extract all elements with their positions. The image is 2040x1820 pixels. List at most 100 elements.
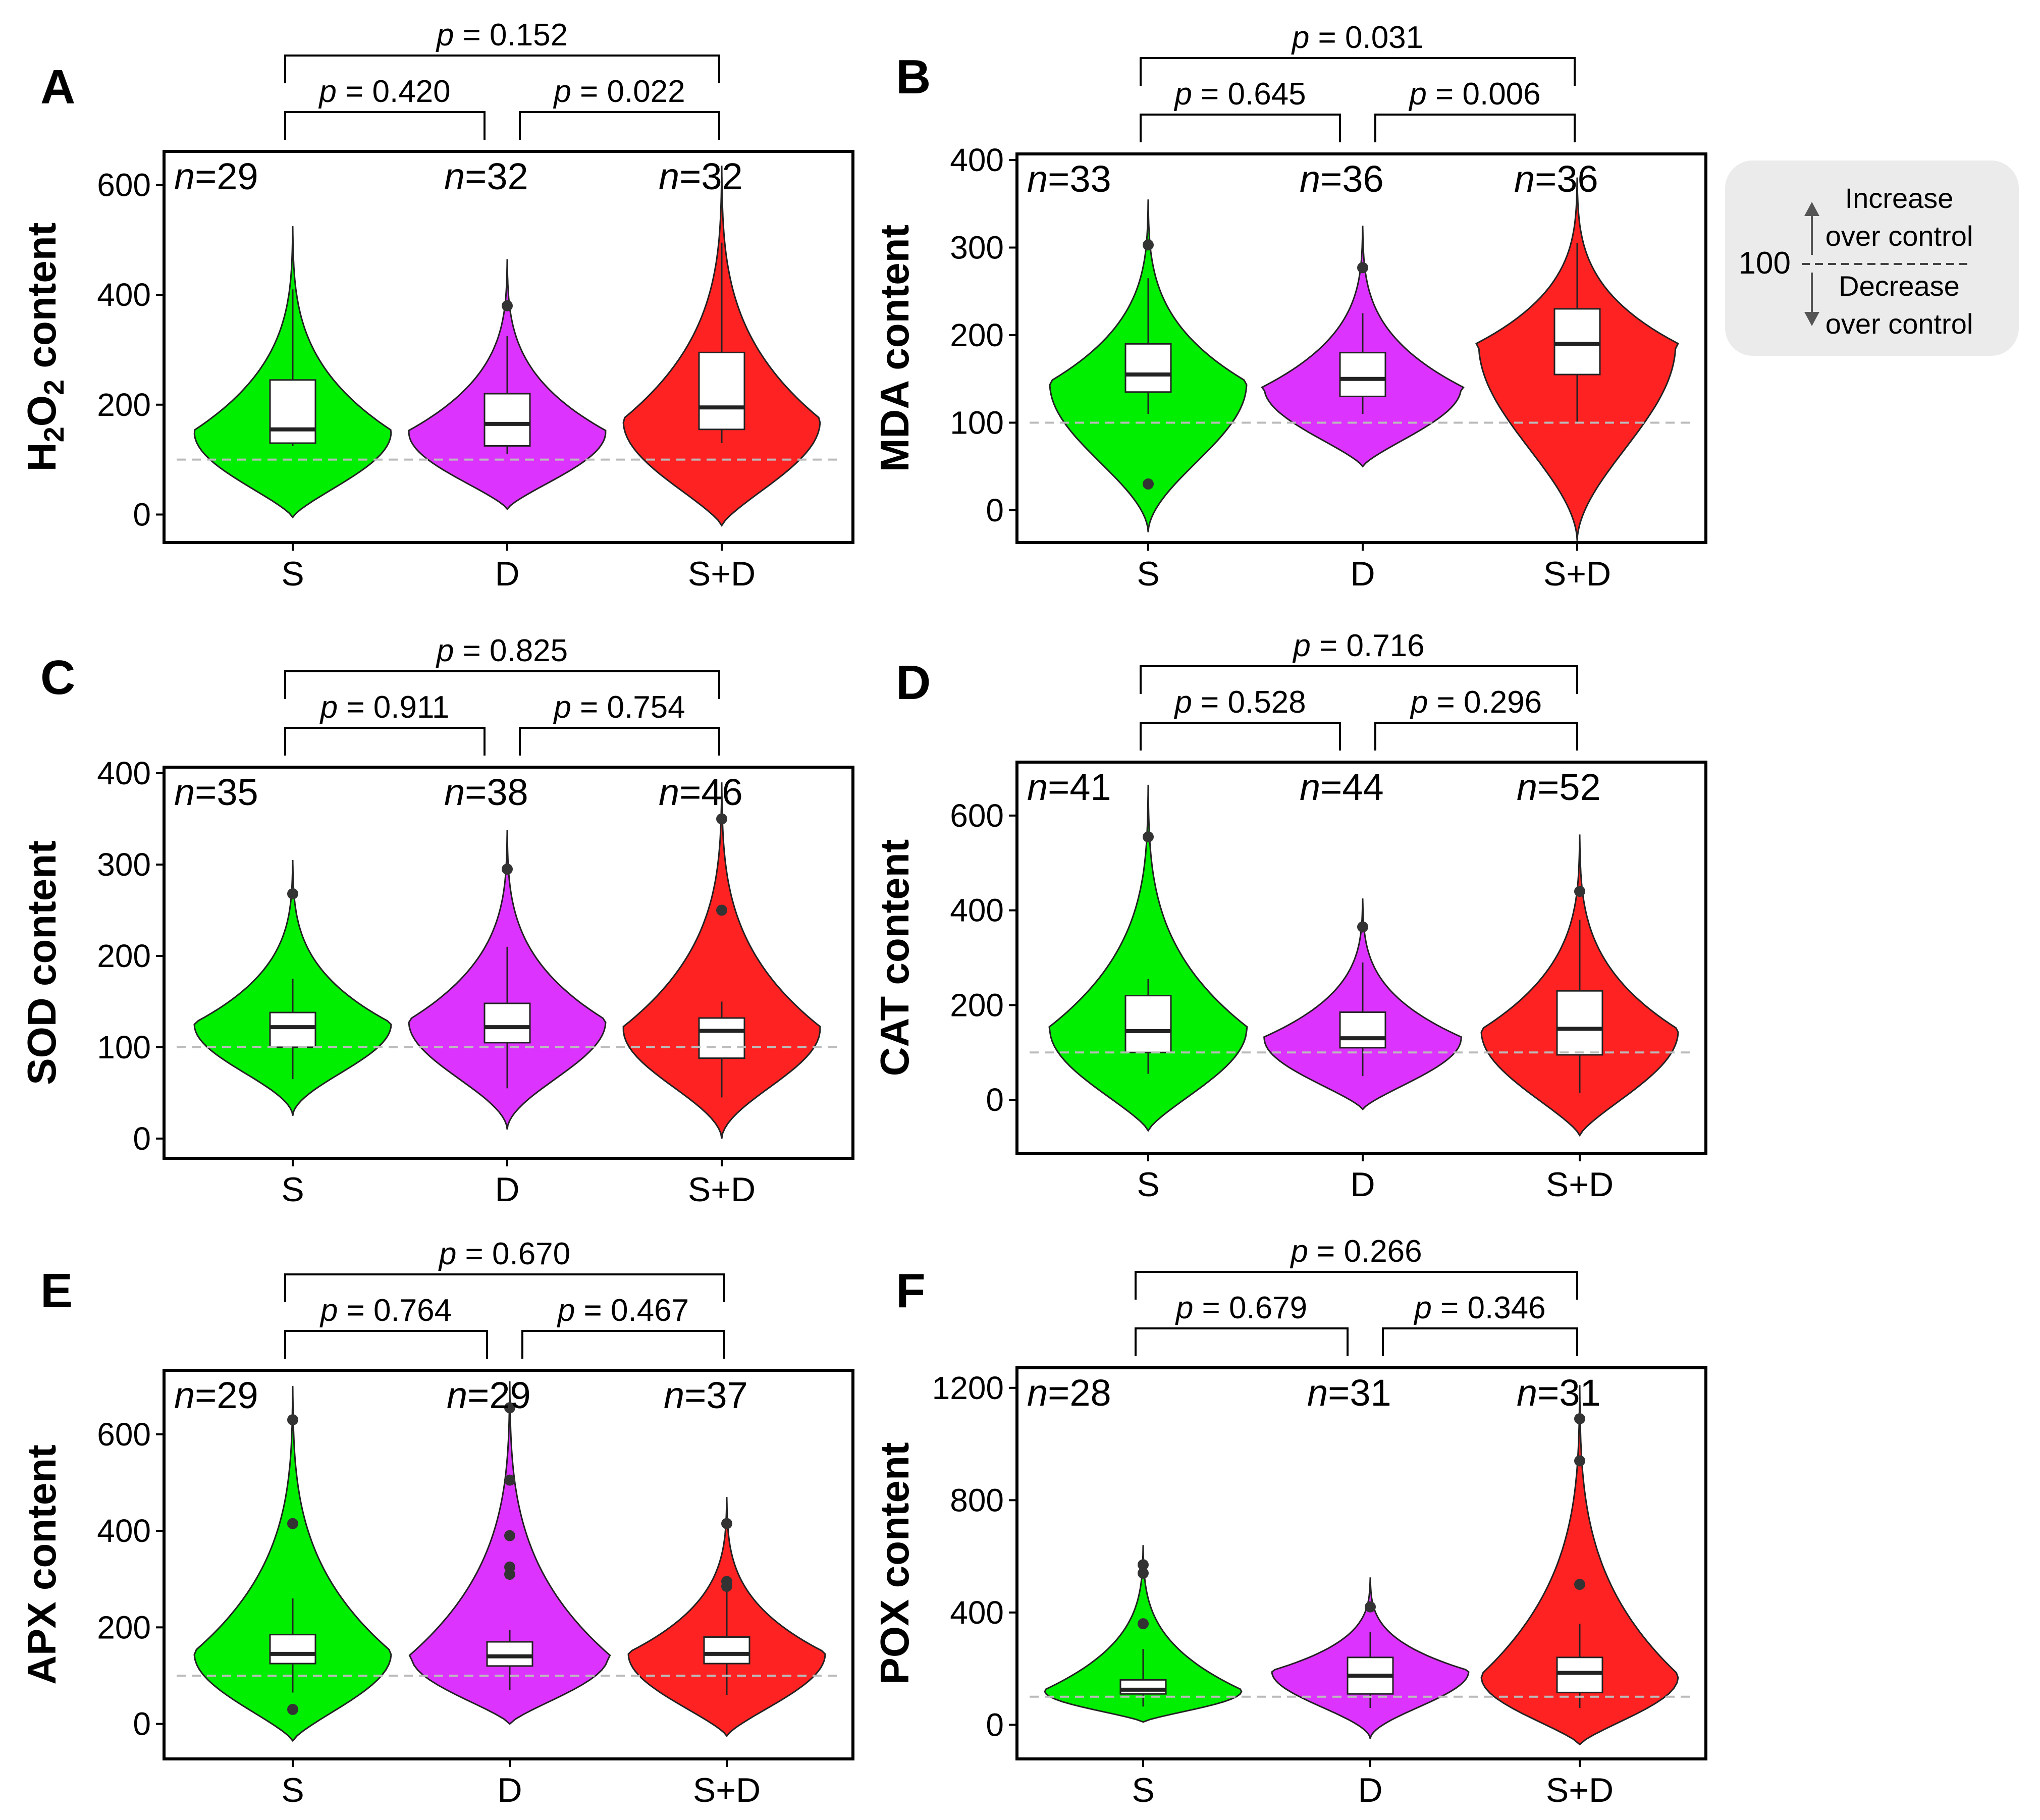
x-tick-label: S (1132, 1771, 1154, 1809)
n-label: n=41 (1027, 766, 1111, 808)
plot-frame (163, 766, 854, 1160)
y-tick-label: 400 (950, 892, 1004, 929)
p-value-d-vs-sd: p = 0.296 (1410, 685, 1542, 720)
n-label: n=29 (447, 1374, 531, 1416)
n-label: n=29 (174, 155, 258, 197)
y-tick-label: 300 (97, 846, 151, 883)
outlier-point (504, 1530, 515, 1541)
y-tick-label: 200 (950, 317, 1004, 353)
bracket-d-sd (519, 111, 720, 140)
outlier-point (504, 1474, 515, 1486)
plot-frame (163, 1369, 854, 1760)
panel-d: D 0 200 400 600 S D S+D CAT content n=41 n=44 n=52 p… (872, 628, 1707, 1204)
n-label: n=31 (1517, 1372, 1601, 1414)
y-axis-label: H2O2 content (19, 223, 70, 471)
box-iqr (484, 1002, 531, 1044)
x-tick-label: S+D (693, 1771, 761, 1809)
outlier-point (1574, 886, 1585, 897)
y-tick-label: 800 (950, 1482, 1004, 1518)
y-tick-label: 400 (950, 142, 1004, 178)
outlier-point (287, 1414, 298, 1426)
bracket-s-d (1140, 114, 1341, 142)
y-axis-label: APX content (19, 1444, 64, 1685)
outlier-point (1365, 1601, 1376, 1613)
x-tick-label: S (1137, 555, 1159, 593)
n-label: n=36 (1514, 158, 1598, 200)
legend-down-line1: Decrease (1839, 270, 1960, 302)
x-tick-label: D (1350, 555, 1375, 593)
p-value-s-vs-d: p = 0.645 (1173, 77, 1306, 112)
box-iqr (698, 1017, 745, 1059)
outlier-point (502, 300, 513, 311)
panel-b: B 0 100 200 300 400 S D S+D MDA content n=33 n=36 n=… (872, 20, 1707, 593)
outlier-point (721, 1518, 732, 1529)
x-tick-label: S (281, 1771, 304, 1809)
panel-e: E 0 200 400 600 S D S+D APX content n=29 n=29 n=37 p… (19, 1237, 854, 1809)
plot-frame (1015, 152, 1707, 544)
outlier-point (1138, 1567, 1149, 1579)
x-tick-label: D (495, 1170, 519, 1209)
bracket-s-d (1140, 722, 1341, 751)
legend-box: 100 Increase over control Decrease over … (1725, 160, 2019, 356)
legend-arrow-up-icon (1804, 202, 1819, 216)
legend-up-line2: over control (1826, 220, 1973, 252)
violin-sd (1480, 1385, 1679, 1746)
bracket-s-sd (1140, 57, 1576, 86)
p-value-s-vs-sd: p = 0.031 (1291, 20, 1423, 55)
n-label: n=32 (659, 155, 743, 197)
panel-letter: B (896, 50, 931, 104)
x-tick-label: S+D (1546, 1165, 1614, 1204)
p-value-s-vs-d: p = 0.528 (1173, 685, 1306, 720)
box-iqr (1553, 308, 1601, 376)
y-tick-label: 200 (97, 1609, 151, 1645)
bracket-d-sd (519, 727, 720, 756)
legend-up-line1: Increase (1845, 182, 1954, 214)
bracket-s-sd (284, 670, 720, 699)
outlier-point (1138, 1559, 1149, 1571)
y-tick-label: 100 (97, 1029, 151, 1065)
n-label: n=36 (1300, 158, 1384, 200)
x-tick-label: D (1358, 1771, 1382, 1809)
y-axis-label: POX content (872, 1442, 917, 1684)
outlier-point (1357, 262, 1368, 274)
box-iqr (1339, 352, 1386, 397)
outlier-point (1138, 1618, 1149, 1630)
x-tick-label: S (281, 1170, 304, 1209)
p-value-s-vs-sd: p = 0.670 (438, 1237, 570, 1271)
outlier-point (504, 1561, 515, 1573)
y-tick-label: 0 (133, 1706, 151, 1742)
p-value-s-vs-d: p = 0.679 (1175, 1291, 1307, 1325)
y-tick-label: 100 (950, 404, 1004, 441)
bracket-d-sd (521, 1330, 725, 1359)
y-tick-label: 0 (986, 1082, 1004, 1118)
panel-letter: D (896, 656, 931, 710)
legend-arrow-down-icon (1804, 312, 1819, 326)
bracket-s-d (284, 1330, 488, 1359)
box-iqr (1339, 1011, 1386, 1049)
n-label: n=46 (659, 771, 743, 813)
outlier-point (504, 1402, 515, 1414)
legend-down-line2: over control (1826, 308, 1973, 340)
x-tick-label: S+D (1546, 1771, 1614, 1809)
p-value-d-vs-sd: p = 0.022 (553, 74, 685, 109)
y-tick-label: 400 (950, 1594, 1004, 1631)
p-value-d-vs-sd: p = 0.006 (1408, 77, 1540, 112)
y-tick-label: 600 (97, 167, 151, 203)
n-label: n=33 (1027, 158, 1111, 200)
violin-d (408, 1381, 611, 1725)
x-tick-label: S+D (688, 1170, 756, 1209)
p-value-s-vs-sd: p = 0.716 (1292, 628, 1424, 663)
violin-sd (622, 782, 821, 1139)
x-tick-label: S+D (688, 555, 756, 593)
n-label: n=28 (1027, 1372, 1111, 1414)
y-tick-label: 600 (950, 797, 1004, 834)
outlier-point (287, 1703, 298, 1715)
p-value-s-vs-d: p = 0.911 (319, 690, 450, 725)
box-iqr (269, 1634, 316, 1665)
violin-s (1044, 1545, 1243, 1723)
outlier-point (1574, 1579, 1585, 1590)
x-tick-label: S (281, 555, 304, 593)
bracket-s-d (284, 727, 486, 756)
n-label: n=44 (1300, 766, 1384, 808)
outlier-point (287, 888, 298, 899)
